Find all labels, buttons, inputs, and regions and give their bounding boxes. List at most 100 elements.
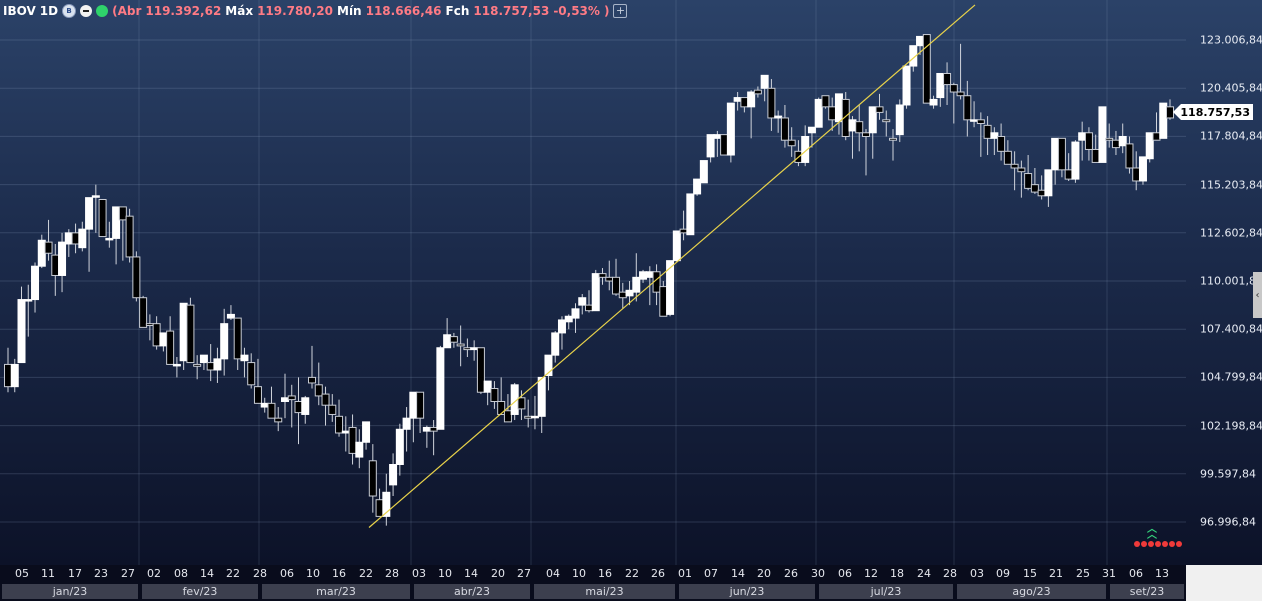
day-tick-label: 17 — [68, 567, 82, 580]
signal-dot — [1169, 541, 1175, 547]
day-tick-label: 21 — [1049, 567, 1063, 580]
price-tick-label: 123.006,84 — [1200, 33, 1262, 47]
day-tick-label: 10 — [306, 567, 320, 580]
day-tick-label: 27 — [121, 567, 135, 580]
add-indicator-button[interactable]: + — [613, 4, 628, 18]
day-tick-label: 06 — [838, 567, 852, 580]
price-tick-label: 99.597,84 — [1200, 467, 1256, 481]
paren-open-label: (Abr — [112, 4, 142, 18]
day-tick-label: 09 — [996, 567, 1010, 580]
interval-label: 1D — [39, 4, 59, 18]
price-tick-label: 96.996,84 — [1200, 515, 1256, 529]
month-label: ago/23 — [957, 584, 1106, 599]
day-tick-label: 22 — [625, 567, 639, 580]
day-tick-label: 26 — [651, 567, 665, 580]
price-tick-label: 104.799,84 — [1200, 370, 1262, 384]
close-value: 118.757,53 — [473, 4, 550, 18]
day-tick-label: 22 — [226, 567, 240, 580]
day-tick-label: 13 — [1155, 567, 1169, 580]
day-tick-label: 03 — [970, 567, 984, 580]
month-label: abr/23 — [414, 584, 530, 599]
high-label: Máx — [225, 4, 254, 18]
day-tick-label: 27 — [517, 567, 531, 580]
price-tick-label: 110.001,84 — [1200, 274, 1262, 288]
trendline[interactable] — [368, 4, 976, 528]
day-tick-label: 02 — [147, 567, 161, 580]
price-tick-label: 117.804,84 — [1200, 129, 1262, 143]
day-tick-label: 03 — [412, 567, 426, 580]
collapse-panel-handle[interactable]: ‹ — [1253, 272, 1262, 318]
price-tick-label: 120.405,84 — [1200, 81, 1262, 95]
high-value: 119.780,20 — [257, 4, 333, 18]
signal-dot — [1155, 541, 1161, 547]
day-tick-label: 20 — [757, 567, 771, 580]
symbol-label: IBOV — [3, 4, 36, 18]
minimize-icon[interactable] — [80, 5, 93, 17]
double-chevron-up-icon: ︿ ︿ — [1147, 524, 1157, 541]
plot-area[interactable] — [0, 0, 1262, 565]
day-tick-label: 18 — [890, 567, 904, 580]
low-label: Mín — [337, 4, 362, 18]
price-tick-label: 102.198,84 — [1200, 419, 1262, 433]
candlestick-chart[interactable] — [0, 0, 1262, 565]
month-label: jul/23 — [819, 584, 953, 599]
grid-lines — [0, 0, 1186, 565]
open-value: 119.392,62 — [145, 4, 222, 18]
signal-dot — [1141, 541, 1147, 547]
day-tick-label: 23 — [94, 567, 108, 580]
change-value: -0,53% — [553, 4, 600, 18]
day-tick-label: 01 — [678, 567, 692, 580]
axis-corner — [1186, 565, 1262, 601]
day-tick-label: 16 — [598, 567, 612, 580]
day-tick-label: 06 — [1129, 567, 1143, 580]
price-tick-label: 107.400,84 — [1200, 322, 1262, 336]
month-label: jan/23 — [2, 584, 138, 599]
paren-close: ) — [603, 4, 610, 18]
day-tick-label: 14 — [464, 567, 478, 580]
candles — [4, 34, 1174, 526]
day-tick-label: 11 — [41, 567, 55, 580]
day-tick-label: 22 — [359, 567, 373, 580]
low-value: 118.666,46 — [365, 4, 442, 18]
day-tick-label: 25 — [1076, 567, 1090, 580]
close-label: Fch — [445, 4, 470, 18]
day-tick-label: 28 — [385, 567, 399, 580]
day-tick-label: 04 — [546, 567, 560, 580]
month-label: set/23 — [1110, 584, 1184, 599]
last-price-tag: 118.757,53 — [1173, 104, 1253, 120]
day-tick-label: 31 — [1102, 567, 1116, 580]
b-badge-icon[interactable]: B — [62, 4, 77, 18]
month-label: fev/23 — [142, 584, 258, 599]
chart-header: IBOV 1D B (Abr 119.392,62 Máx 119.780,20… — [3, 2, 628, 20]
day-tick-label: 14 — [731, 567, 745, 580]
live-status-icon — [96, 5, 109, 17]
signal-dot — [1148, 541, 1154, 547]
month-label: mar/23 — [262, 584, 410, 599]
day-tick-label: 24 — [917, 567, 931, 580]
day-tick-label: 20 — [491, 567, 505, 580]
day-tick-label: 30 — [811, 567, 825, 580]
month-label: jun/23 — [679, 584, 815, 599]
day-tick-label: 28 — [253, 567, 267, 580]
day-tick-label: 14 — [200, 567, 214, 580]
day-tick-label: 15 — [1023, 567, 1037, 580]
day-tick-label: 16 — [332, 567, 346, 580]
day-tick-label: 28 — [943, 567, 957, 580]
day-tick-label: 05 — [15, 567, 29, 580]
signal-dot — [1134, 541, 1140, 547]
day-tick-label: 12 — [864, 567, 878, 580]
day-tick-label: 26 — [784, 567, 798, 580]
signal-indicator: ︿ ︿ — [1134, 524, 1182, 549]
price-tick-label: 112.602,84 — [1200, 226, 1262, 240]
day-tick-label: 07 — [704, 567, 718, 580]
signal-dots — [1134, 541, 1182, 547]
day-tick-label: 08 — [174, 567, 188, 580]
day-tick-label: 10 — [572, 567, 586, 580]
day-tick-label: 10 — [438, 567, 452, 580]
price-tick-label: 115.203,84 — [1200, 178, 1262, 192]
month-label: mai/23 — [534, 584, 675, 599]
signal-dot — [1176, 541, 1182, 547]
signal-dot — [1162, 541, 1168, 547]
day-tick-label: 06 — [280, 567, 294, 580]
